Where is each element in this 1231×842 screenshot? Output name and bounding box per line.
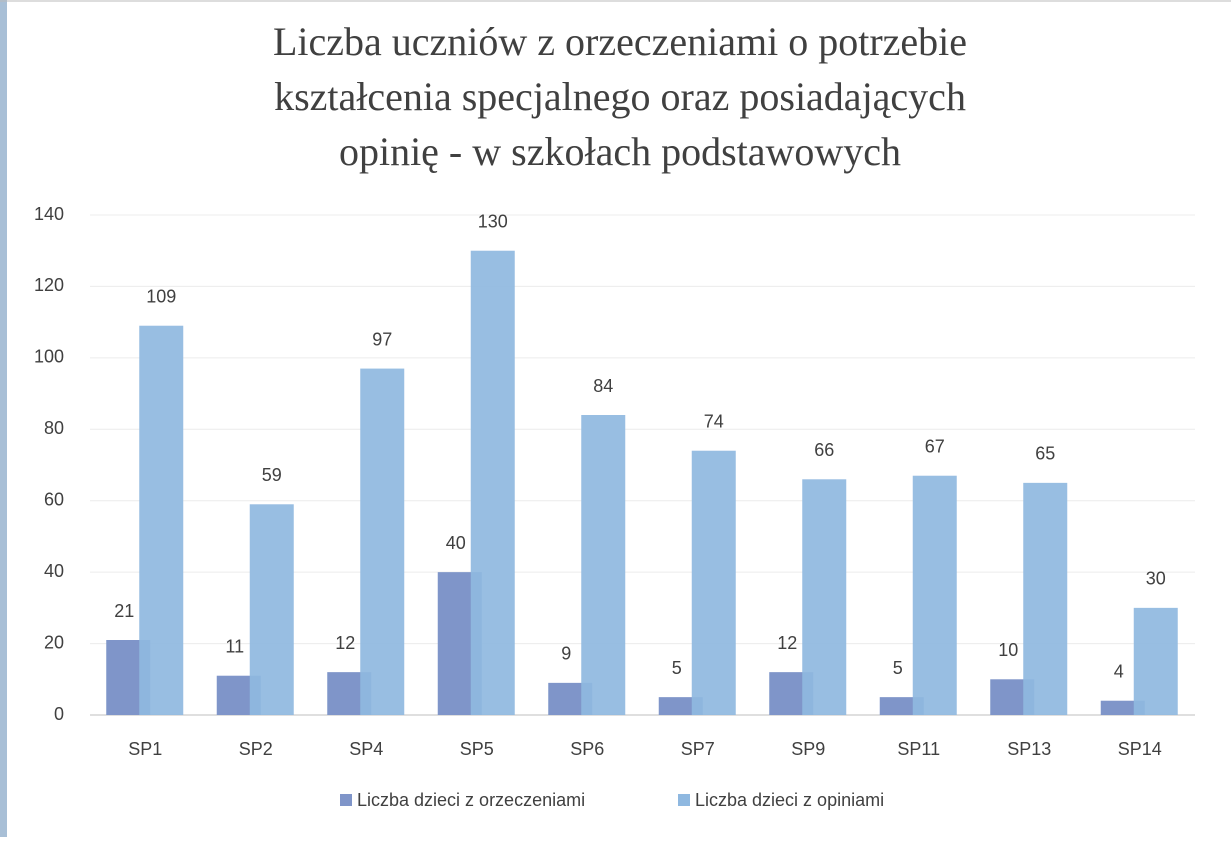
x-tick-label: SP5 xyxy=(460,739,494,759)
x-tick-label: SP14 xyxy=(1118,739,1162,759)
data-label: 109 xyxy=(146,286,176,306)
x-tick-label: SP13 xyxy=(1007,739,1051,759)
legend-label: Liczba dzieci z orzeczeniami xyxy=(357,790,585,810)
bar xyxy=(691,450,736,715)
legend-swatch xyxy=(678,794,690,806)
y-tick-label: 80 xyxy=(44,418,64,438)
x-tick-label: SP1 xyxy=(128,739,162,759)
data-label: 10 xyxy=(998,640,1018,660)
bar xyxy=(802,479,847,715)
data-label: 4 xyxy=(1114,661,1124,681)
y-tick-label: 60 xyxy=(44,489,64,509)
bar xyxy=(1133,607,1178,715)
data-label: 59 xyxy=(262,465,282,485)
bar xyxy=(249,504,294,715)
chart-title: kształcenia specjalnego oraz posiadający… xyxy=(274,74,966,119)
bar xyxy=(581,415,626,715)
bar xyxy=(139,325,184,715)
chart-title: opinię - w szkołach podstawowych xyxy=(339,129,901,174)
data-label: 97 xyxy=(372,329,392,349)
data-label: 84 xyxy=(593,376,613,396)
data-label: 130 xyxy=(478,211,508,231)
y-tick-label: 140 xyxy=(34,204,64,224)
chart-title: Liczba uczniów z orzeczeniami o potrzebi… xyxy=(273,19,967,64)
bar xyxy=(360,368,405,715)
data-label: 74 xyxy=(704,411,724,431)
legend-swatch xyxy=(340,794,352,806)
data-label: 40 xyxy=(446,533,466,553)
x-tick-label: SP2 xyxy=(239,739,273,759)
data-label: 66 xyxy=(814,440,834,460)
x-tick-label: SP9 xyxy=(791,739,825,759)
data-label: 30 xyxy=(1146,569,1166,589)
left-border xyxy=(0,0,7,837)
bar xyxy=(912,475,957,715)
legend-label: Liczba dzieci z opiniami xyxy=(695,790,884,810)
data-label: 5 xyxy=(893,658,903,678)
x-tick-label: SP11 xyxy=(897,739,940,759)
data-label: 5 xyxy=(672,658,682,678)
y-tick-label: 120 xyxy=(34,275,64,295)
bar xyxy=(1023,482,1068,715)
data-label: 65 xyxy=(1035,444,1055,464)
data-label: 21 xyxy=(114,601,134,621)
x-tick-label: SP4 xyxy=(349,739,383,759)
x-tick-label: SP6 xyxy=(570,739,604,759)
data-label: 12 xyxy=(777,633,797,653)
data-label: 67 xyxy=(925,436,945,456)
bar xyxy=(470,250,515,715)
y-tick-label: 20 xyxy=(44,632,64,652)
data-label: 11 xyxy=(225,636,244,656)
x-tick-label: SP7 xyxy=(681,739,715,759)
y-tick-label: 40 xyxy=(44,561,64,581)
y-tick-label: 0 xyxy=(54,704,64,724)
data-label: 12 xyxy=(335,633,355,653)
data-label: 9 xyxy=(561,644,571,664)
y-tick-label: 100 xyxy=(34,347,64,367)
